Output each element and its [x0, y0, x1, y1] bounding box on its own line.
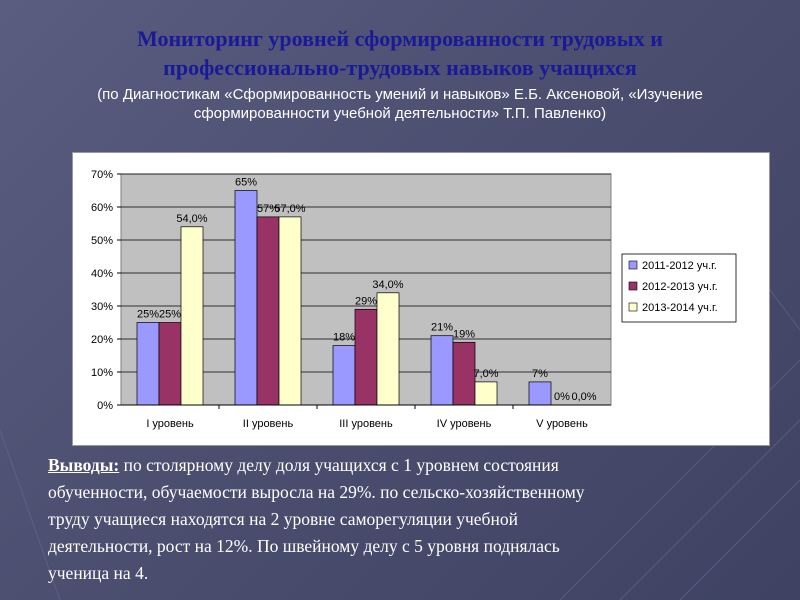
y-tick-label: 70% [91, 169, 113, 181]
y-tick-label: 60% [91, 202, 113, 214]
bar [158, 322, 182, 406]
y-tick-label: 0% [97, 400, 113, 412]
legend [621, 253, 737, 323]
data-label: 34,0% [372, 279, 403, 291]
conclusions-text-line5: ученица на 4. [48, 563, 149, 583]
bar [256, 216, 280, 406]
legend-label: 2013-2014 уч.г. [642, 302, 718, 314]
data-label: 18% [333, 332, 355, 344]
data-label: 7,0% [473, 368, 498, 380]
y-tick-label: 10% [91, 367, 113, 379]
data-label: 19% [453, 328, 475, 340]
bar [528, 381, 552, 406]
y-tick-label: 30% [91, 301, 113, 313]
conclusions-block: Выводы: по столярному делу доля учащихся… [48, 452, 748, 587]
y-tick-label: 40% [91, 268, 113, 280]
bar [332, 345, 356, 406]
chart-container: 0% 10% 20% 30% 40% 50% 60% 70% I уровень 25% 25% 54… [72, 152, 770, 446]
bar [180, 226, 204, 406]
data-label: 54,0% [176, 213, 207, 225]
slide-title-line1: Мониторинг уровней сформированности труд… [137, 26, 663, 51]
legend-swatch [628, 281, 638, 291]
bar [278, 216, 302, 406]
bar-chart: 0% 10% 20% 30% 40% 50% 60% 70% I уровень 25% 25% 54… [91, 169, 737, 430]
data-label: 0% [554, 391, 570, 403]
y-tick-label: 50% [91, 235, 113, 247]
bar [430, 335, 454, 406]
legend-swatch [628, 302, 638, 312]
data-label: 25% [159, 309, 181, 321]
data-label: 25% [137, 309, 159, 321]
y-tick-label: 20% [91, 334, 113, 346]
data-label: 57,0% [274, 203, 305, 215]
x-tick-label: V уровень [536, 418, 588, 430]
data-label: 21% [431, 322, 453, 334]
slide-subtitle-line1: (по Диагностикам «Сформированность умени… [97, 86, 703, 103]
bar [234, 190, 258, 406]
x-tick-label: II уровень [243, 418, 294, 430]
conclusions-text-line4: деятельности, рост на 12%. По швейному д… [48, 536, 560, 556]
slide-title-line2: профессионально-трудовых навыков учащихс… [163, 55, 637, 80]
conclusions-label: Выводы: [48, 455, 120, 475]
x-tick-label: I уровень [146, 418, 194, 430]
data-label: 29% [355, 295, 377, 307]
legend-label: 2011-2012 уч.г. [642, 260, 717, 272]
x-tick-label: IV уровень [437, 418, 492, 430]
legend-swatch [628, 260, 638, 270]
x-tick-label: III уровень [339, 418, 393, 430]
data-label: 65% [235, 177, 257, 189]
legend-label: 2012-2013 уч.г. [642, 281, 718, 293]
bar [354, 308, 378, 406]
conclusions-text-line2: обученности, обучаемости выросла на 29%.… [48, 482, 585, 502]
bar [136, 322, 160, 406]
data-label: 57% [257, 203, 279, 215]
bar [452, 341, 476, 406]
data-label: 7% [532, 368, 548, 380]
conclusions-text-line3: труду учащиеся находятся на 2 уровне сам… [48, 509, 518, 529]
slide-subtitle-line2: сформированности учебной деятельности» Т… [193, 105, 607, 122]
conclusions-text-line1: по столярному делу доля учащихся с 1 уро… [119, 455, 559, 475]
bar [376, 292, 400, 406]
bar [474, 381, 498, 406]
data-label: 0,0% [571, 391, 596, 403]
